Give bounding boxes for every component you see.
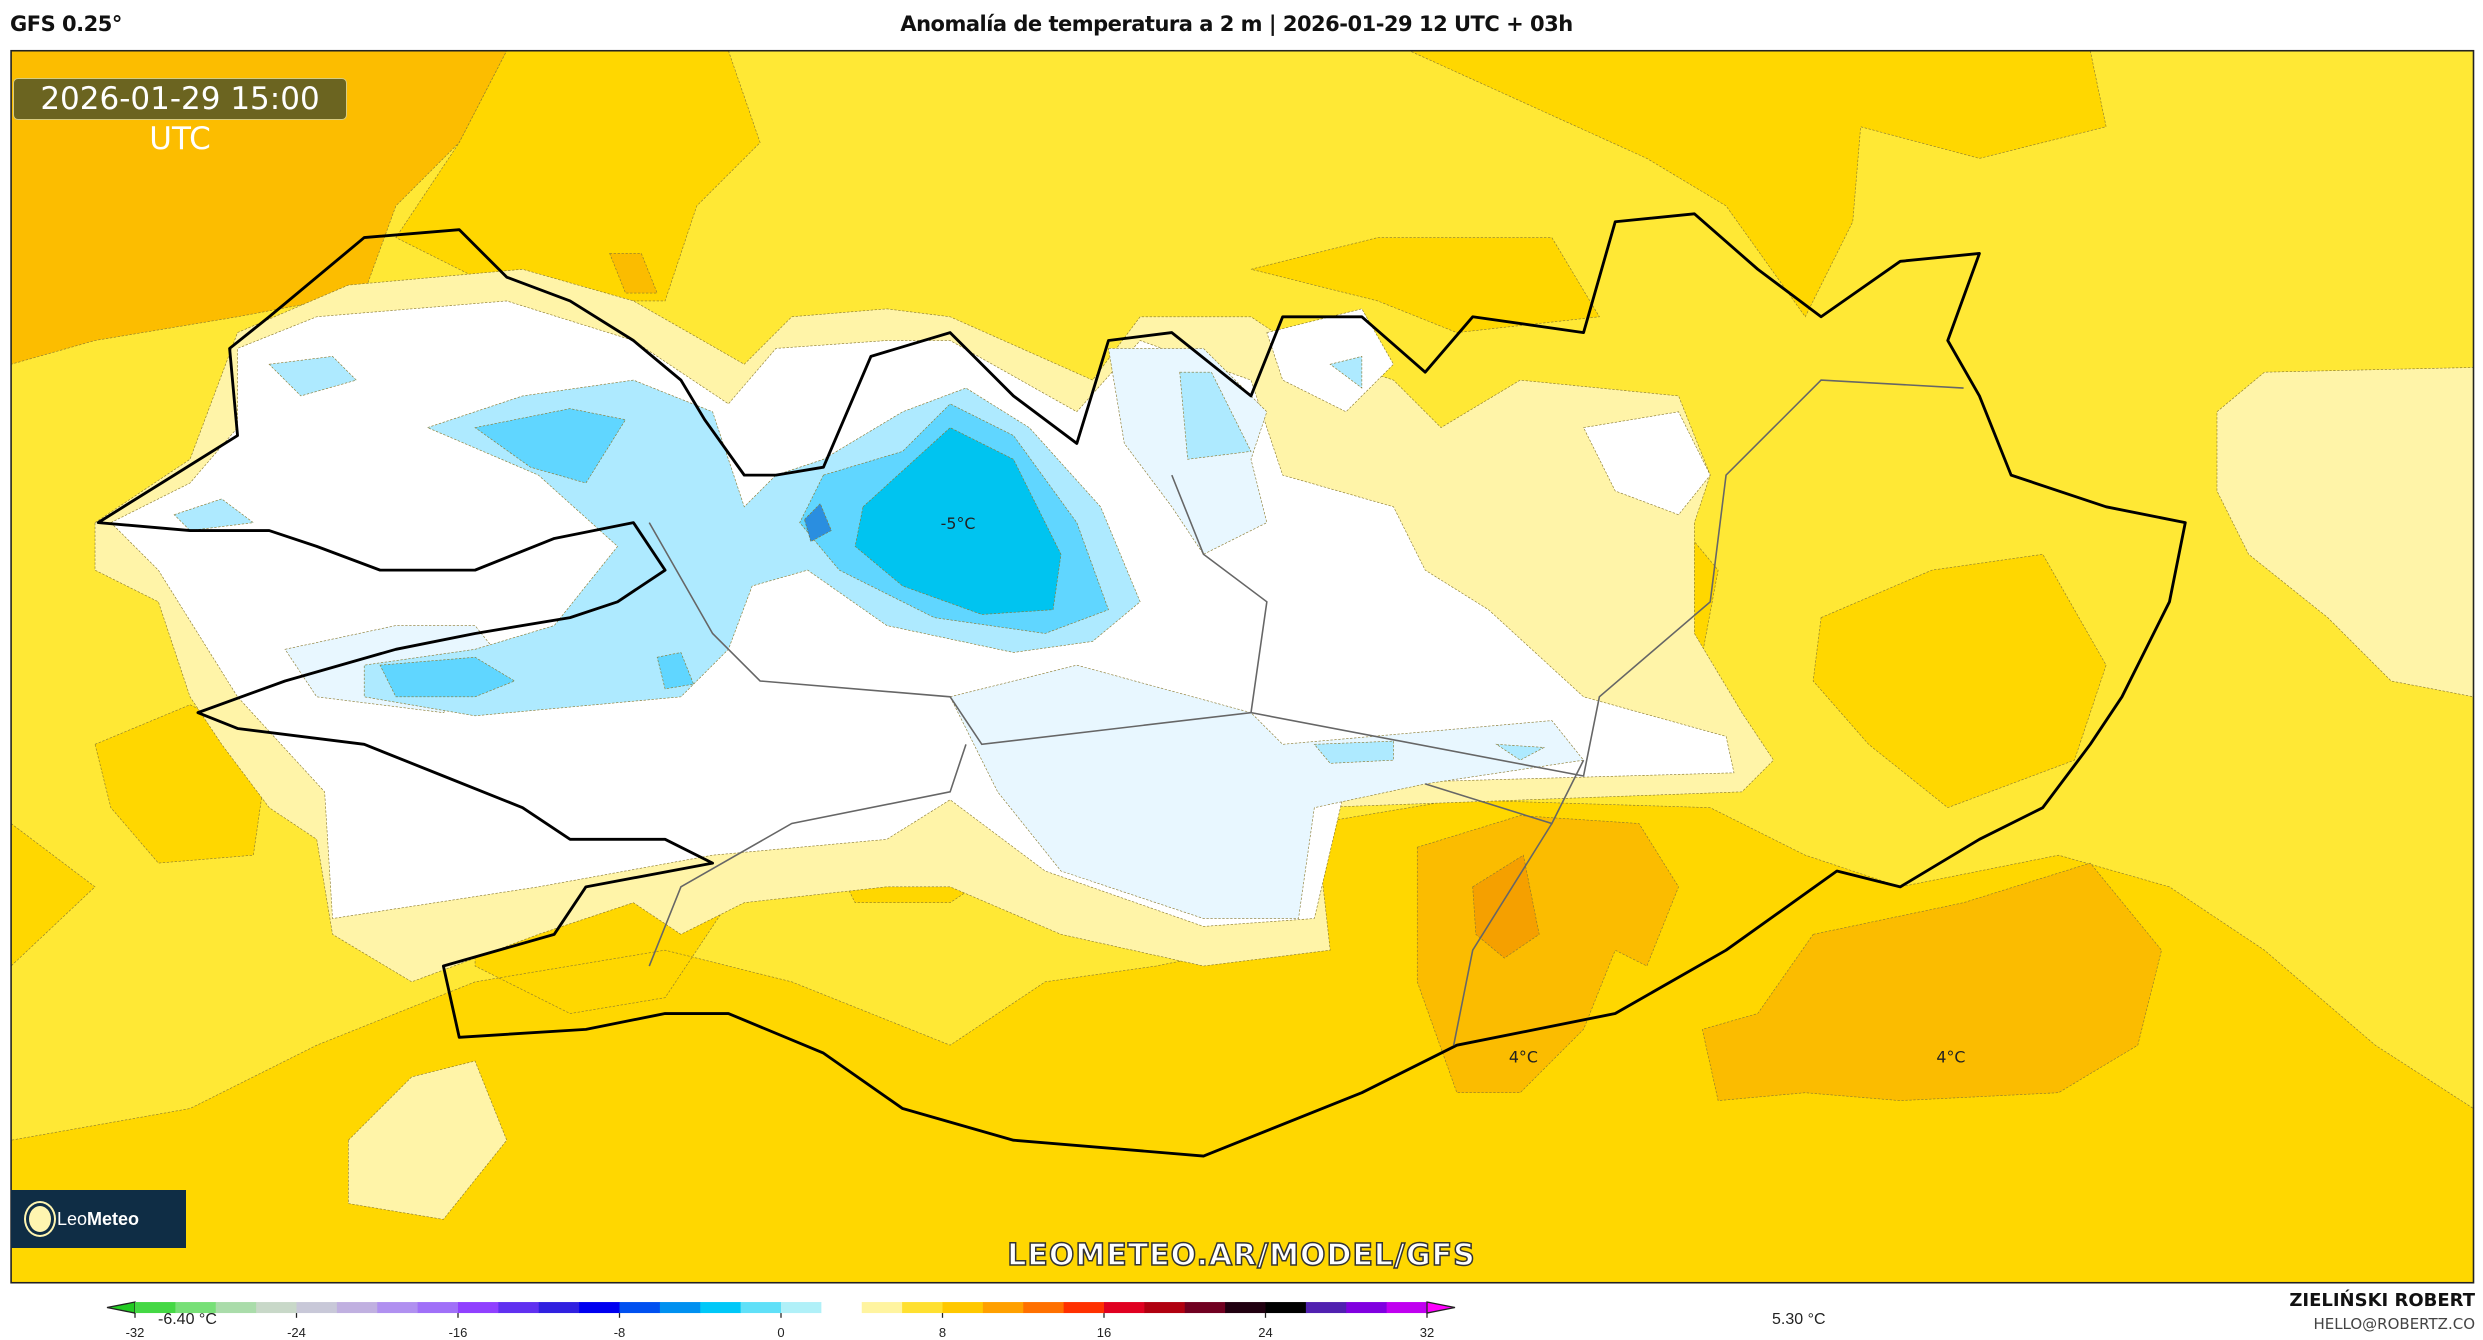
colorbar-swatch [1225, 1302, 1266, 1314]
colorbar-swatch [902, 1302, 943, 1314]
colorbar-swatch [296, 1302, 338, 1314]
colorbar-swatch [336, 1302, 378, 1314]
author-email[interactable]: HELLO@ROBERTZ.CO [2313, 1315, 2475, 1333]
colorbar-swatch [458, 1302, 499, 1314]
colorbar-tick-label: -24 [287, 1325, 306, 1340]
colorbar-swatch [538, 1302, 580, 1314]
anomaly-zone-warm [609, 253, 2162, 1101]
colorbar-swatch [1346, 1302, 1388, 1314]
colorbar-max-label: 5.30 °C [1772, 1311, 1826, 1328]
sun-icon [29, 1206, 51, 1232]
colorbar-tick-label: -32 [125, 1325, 145, 1340]
colorbar-swatch [175, 1302, 217, 1314]
model-name: GFS 0.25° [10, 12, 122, 36]
colorbar-tick-label: 24 [1258, 1325, 1273, 1340]
colorbar-swatch [982, 1302, 1024, 1314]
contour-label-4c: 4°C [1936, 1048, 1965, 1067]
chart-title: Anomalía de temperatura a 2 m | 2026-01-… [900, 12, 1573, 36]
colorbar-swatch [861, 1302, 903, 1314]
colorbar-swatch [1386, 1302, 1428, 1314]
colorbar-swatch [1184, 1302, 1226, 1314]
valid-time-badge: 2026-01-29 15:00 UTC [13, 78, 347, 157]
colorbar-tick-label: 16 [1096, 1325, 1112, 1340]
colorbar-swatch [1063, 1302, 1105, 1314]
colorbar-swatch [1265, 1302, 1307, 1314]
colorbar-swatch [659, 1302, 701, 1314]
colorbar-swatch [1305, 1302, 1347, 1314]
colorbar-swatch [619, 1302, 661, 1314]
colorbar-swatch [1144, 1302, 1186, 1314]
colorbar-swatch [821, 1302, 863, 1314]
watermark: LEOMETEO.AR/MODEL/GFS [1007, 1237, 1476, 1274]
colorbar-swatch [498, 1302, 540, 1314]
colorbar-swatch [256, 1302, 297, 1314]
colorbar [106, 1301, 1456, 1318]
colorbar-tick-label: -8 [613, 1325, 626, 1340]
colorbar-swatch [942, 1302, 984, 1314]
leometeo-logo[interactable]: LeoMeteo [11, 1190, 186, 1248]
colorbar-swatch [417, 1302, 459, 1314]
author-name: ZIELIŃSKI ROBERT [2289, 1290, 2475, 1311]
colorbar-tick-label: 32 [1419, 1325, 1435, 1340]
colorbar-swatch [1023, 1302, 1065, 1314]
colorbar-max-arrow [1426, 1301, 1456, 1314]
colorbar-swatch [700, 1302, 742, 1314]
anomaly-zone-coldest [854, 427, 1062, 615]
colorbar-swatch [135, 1302, 176, 1314]
colorbar-tick-label: 0 [777, 1325, 785, 1340]
region-borders [648, 379, 1964, 1046]
contour-label-4c: 4°C [1509, 1048, 1538, 1067]
colorbar-swatch [740, 1302, 782, 1314]
colorbar-min-arrow [106, 1301, 136, 1314]
colorbar-swatch [377, 1302, 419, 1314]
map-frame [10, 49, 2475, 1284]
colorbar-min-label: -6.40 °C [158, 1311, 217, 1328]
colorbar-swatch [1104, 1302, 1145, 1314]
colorbar-tick-label: 8 [938, 1325, 947, 1340]
logo-text: LeoMeteo [57, 1208, 140, 1229]
colorbar-swatch [215, 1302, 257, 1314]
colorbar-swatch [781, 1302, 822, 1314]
colorbar-tick-label: -16 [448, 1325, 468, 1340]
iceland-coastline [96, 212, 2187, 1158]
anomaly-zone-min [804, 503, 832, 543]
contour-label-min: -5°C [941, 514, 976, 533]
colorbar-swatch [579, 1302, 620, 1314]
anomaly-zone-hot [1472, 854, 1540, 959]
